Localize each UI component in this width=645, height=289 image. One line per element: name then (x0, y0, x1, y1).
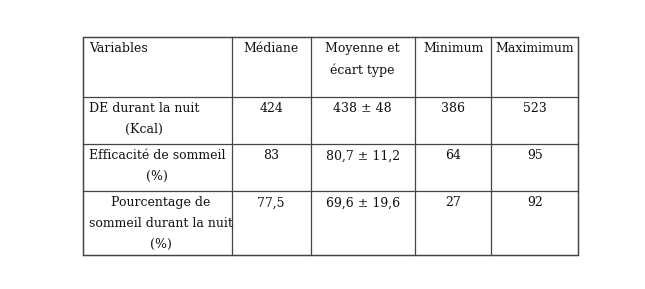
Text: 27: 27 (445, 197, 461, 210)
Text: Moyenne et
écart type: Moyenne et écart type (326, 42, 400, 77)
Text: Médiane: Médiane (244, 42, 299, 55)
Text: 80,7 ± 11,2: 80,7 ± 11,2 (326, 149, 400, 162)
Text: 64: 64 (445, 149, 461, 162)
Text: 523: 523 (523, 102, 546, 115)
Text: 386: 386 (441, 102, 465, 115)
Text: 83: 83 (263, 149, 279, 162)
Text: Minimum: Minimum (423, 42, 483, 55)
Text: Pourcentage de
sommeil durant la nuit
(%): Pourcentage de sommeil durant la nuit (%… (89, 197, 233, 251)
Text: Maximimum: Maximimum (495, 42, 574, 55)
Text: 77,5: 77,5 (257, 197, 285, 210)
Text: 92: 92 (527, 197, 542, 210)
Text: 438 ± 48: 438 ± 48 (333, 102, 392, 115)
Text: Efficacité de sommeil
(%): Efficacité de sommeil (%) (89, 149, 226, 183)
Text: 69,6 ± 19,6: 69,6 ± 19,6 (326, 197, 400, 210)
Text: 424: 424 (259, 102, 283, 115)
Text: Variables: Variables (89, 42, 148, 55)
Text: 95: 95 (527, 149, 542, 162)
Text: DE durant la nuit
(Kcal): DE durant la nuit (Kcal) (89, 102, 199, 136)
